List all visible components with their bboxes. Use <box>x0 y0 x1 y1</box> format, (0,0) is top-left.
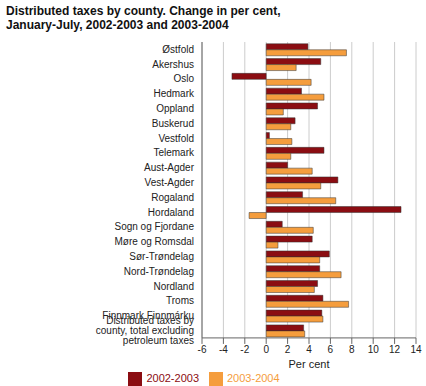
svg-text:4: 4 <box>306 344 312 355</box>
svg-text:12: 12 <box>389 344 401 355</box>
svg-text:Sør-Trøndelag: Sør-Trøndelag <box>129 251 194 262</box>
svg-text:2: 2 <box>285 344 291 355</box>
html-text:Distributed taxes by county. C: Distributed taxes by county. Change in p… <box>6 4 281 32</box>
svg-text:Oppland: Oppland <box>156 103 194 114</box>
svg-text:Buskerud: Buskerud <box>152 118 194 129</box>
svg-text:Hedmark: Hedmark <box>153 88 195 99</box>
svg-text:-4: -4 <box>219 344 228 355</box>
svg-text:Sogn og Fjordane: Sogn og Fjordane <box>114 221 194 232</box>
html-text:2003-2004: 2003-2004 <box>227 371 280 384</box>
svg-text:Akershus: Akershus <box>152 59 194 70</box>
svg-text:Distributed taxes bycounty, to: Distributed taxes bycounty, total exclud… <box>96 315 194 346</box>
svg-text:-6: -6 <box>198 344 207 355</box>
svg-text:Nordland: Nordland <box>153 281 194 292</box>
svg-text:8: 8 <box>349 344 355 355</box>
svg-text:14: 14 <box>410 344 418 355</box>
svg-text:Møre og Romsdal: Møre og Romsdal <box>115 236 194 247</box>
svg-text:Aust-Agder: Aust-Agder <box>144 162 195 173</box>
svg-text:Oslo: Oslo <box>173 73 194 84</box>
svg-text:Per cent: Per cent <box>289 358 330 370</box>
svg-text:Østfold: Østfold <box>162 44 194 55</box>
html-text:2002-2003: 2002-2003 <box>146 371 199 384</box>
svg-text:10: 10 <box>368 344 380 355</box>
svg-text:6: 6 <box>328 344 334 355</box>
svg-text:Vest-Agder: Vest-Agder <box>145 177 195 188</box>
svg-text:Telemark: Telemark <box>153 147 195 158</box>
svg-text:Hordaland: Hordaland <box>148 207 194 218</box>
svg-text:0: 0 <box>263 344 269 355</box>
svg-text:Vestfold: Vestfold <box>158 133 194 144</box>
svg-text:Nord-Trøndelag: Nord-Trøndelag <box>124 266 194 277</box>
svg-text:-2: -2 <box>240 344 249 355</box>
svg-text:Rogaland: Rogaland <box>151 192 194 203</box>
svg-text:Troms: Troms <box>166 295 194 306</box>
